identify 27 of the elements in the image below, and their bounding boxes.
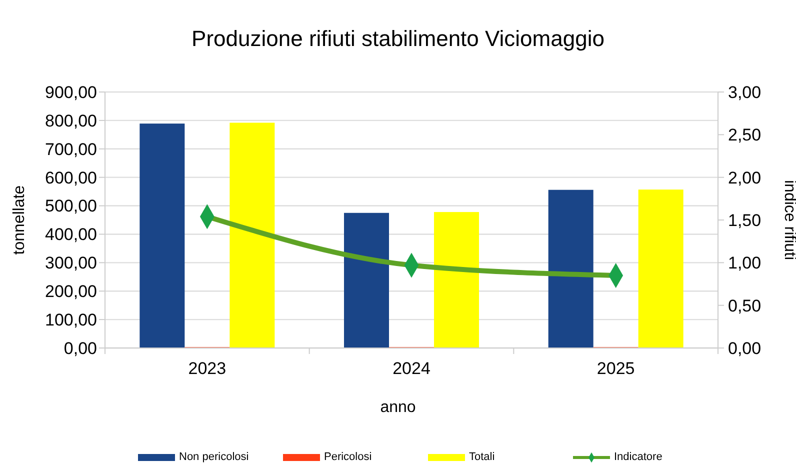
y-tick-label: 0,00 — [64, 338, 97, 358]
legend-label: Indicatore — [614, 451, 662, 463]
y-tick-label: 600,00 — [45, 168, 97, 188]
x-tick-label: 2025 — [596, 359, 635, 378]
x-tick-label: 2023 — [188, 359, 226, 378]
y-tick-label: 300,00 — [45, 254, 97, 273]
y2-tick-label: 0,50 — [728, 296, 762, 316]
x-axis-title: anno — [380, 399, 416, 416]
y2-tick-label: 1,50 — [728, 210, 762, 230]
y2-tick-label: 2,00 — [728, 168, 762, 188]
y-tick-label: 500,00 — [45, 196, 97, 216]
legend-label: Non pericolosi — [179, 451, 249, 463]
y2-tick-label: 3,00 — [728, 82, 762, 102]
y-tick-label: 400,00 — [45, 225, 97, 244]
y-tick-label: 200,00 — [45, 282, 97, 302]
y-tick-label: 800,00 — [45, 111, 97, 130]
y-axis-title: tonnellate — [11, 185, 28, 255]
y2-tick-label: 1,00 — [728, 254, 762, 273]
y2-tick-label: 0,00 — [728, 338, 762, 358]
y2-tick-label: 2,50 — [728, 126, 762, 145]
x-tick-label: 2024 — [392, 359, 430, 378]
y-tick-label: 700,00 — [45, 140, 97, 159]
legend-label: Totali — [469, 451, 495, 463]
legend-label: Pericolosi — [324, 451, 372, 463]
chart-title: Produzione rifiuti stabilimento Viciomaggio — [192, 26, 604, 51]
y-tick-label: 100,00 — [45, 310, 97, 330]
y-tick-label: 900,00 — [45, 82, 97, 102]
